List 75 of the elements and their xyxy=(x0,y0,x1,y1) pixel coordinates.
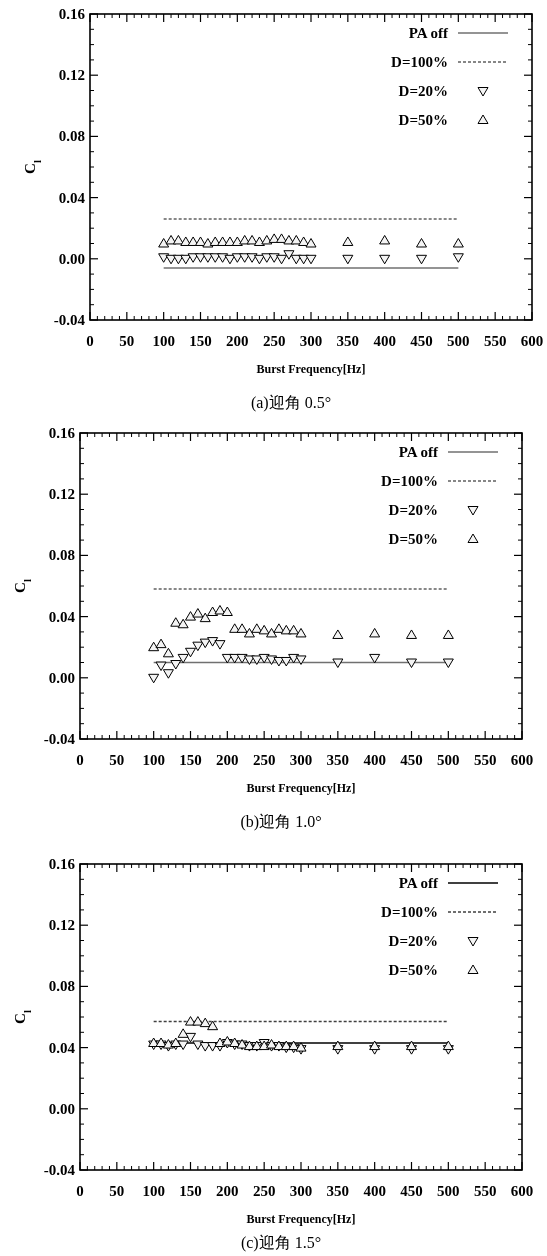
legend-label: D=100% xyxy=(391,54,448,70)
y-tick-label: 0.08 xyxy=(48,547,75,564)
y-tick-label: 0.12 xyxy=(58,67,85,84)
x-tick-label: 100 xyxy=(142,1183,165,1199)
y-tick-label: 0.08 xyxy=(48,978,75,995)
legend-label: D=50% xyxy=(388,962,438,978)
legend-label: D=20% xyxy=(388,933,438,949)
x-tick-label: 550 xyxy=(483,333,507,349)
text: (a)迎角 0.5° xyxy=(250,394,332,412)
x-tick-label: 550 xyxy=(473,752,497,768)
x-tick-label: 350 xyxy=(326,1183,350,1199)
x-tick-label: 100 xyxy=(152,333,175,349)
x-tick-label: 350 xyxy=(336,333,360,349)
legend-label: PA off xyxy=(398,444,439,460)
x-tick-label: 600 xyxy=(520,333,544,349)
y-tick-label: -0.04 xyxy=(43,1162,76,1178)
legend-label: PA off xyxy=(398,875,439,891)
x-tick-label: 50 xyxy=(119,333,135,349)
x-tick-label: 600 xyxy=(510,1183,534,1199)
x-tick-label: 150 xyxy=(189,333,212,349)
x-tick-label: 0 xyxy=(76,1183,84,1199)
x-tick-label: 50 xyxy=(109,752,125,768)
legend-label: D=100% xyxy=(381,904,438,920)
x-tick-label: 350 xyxy=(326,752,350,768)
legend-label: D=20% xyxy=(398,83,448,99)
y-tick-label: 0.12 xyxy=(48,486,75,503)
x-tick-label: 250 xyxy=(262,333,286,349)
legend-label: D=100% xyxy=(381,473,438,489)
x-tick-label: 250 xyxy=(252,752,276,768)
y-tick-label: 0.04 xyxy=(48,608,76,625)
x-tick-label: 100 xyxy=(142,752,165,768)
legend-label: D=50% xyxy=(388,531,438,547)
x-tick-label: 200 xyxy=(226,333,249,349)
text: (b)迎角 1.0° xyxy=(240,813,322,831)
y-tick-label: 0.04 xyxy=(58,189,86,206)
legend-label: D=50% xyxy=(398,112,448,128)
y-tick-label: 0.00 xyxy=(48,1100,75,1117)
x-tick-label: 300 xyxy=(289,1183,313,1199)
x-tick-label: 200 xyxy=(216,752,239,768)
y-tick-label: 0.08 xyxy=(58,128,85,145)
legend-label: D=20% xyxy=(388,502,438,518)
x-tick-label: 150 xyxy=(179,752,202,768)
x-tick-label: 400 xyxy=(363,752,386,768)
y-tick-label: 0.00 xyxy=(48,669,75,686)
x-tick-label: 0 xyxy=(76,752,84,768)
x-tick-label: 550 xyxy=(473,1183,497,1199)
x-tick-label: 300 xyxy=(299,333,323,349)
x-tick-label: 50 xyxy=(109,1183,125,1199)
x-tick-label: 450 xyxy=(400,1183,423,1199)
y-tick-label: 0.16 xyxy=(48,425,76,441)
x-tick-label: 500 xyxy=(447,333,470,349)
x-tick-label: 450 xyxy=(410,333,433,349)
y-tick-label: 0.00 xyxy=(58,250,85,267)
x-tick-label: 200 xyxy=(216,1183,239,1199)
x-tick-label: 500 xyxy=(437,752,460,768)
x-tick-label: 150 xyxy=(179,1183,202,1199)
x-tick-label: 450 xyxy=(400,752,423,768)
y-tick-label: -0.04 xyxy=(53,312,86,328)
x-tick-label: 0 xyxy=(86,333,94,349)
text: (c)迎角 1.5° xyxy=(240,1234,322,1252)
x-axis-title: Burst Frequency[Hz] xyxy=(246,781,356,795)
x-tick-label: 250 xyxy=(252,1183,276,1199)
x-tick-label: 500 xyxy=(437,1183,460,1199)
y-tick-label: -0.04 xyxy=(43,731,76,747)
y-tick-label: 0.04 xyxy=(48,1039,76,1056)
legend-label: PA off xyxy=(408,25,449,41)
y-tick-label: 0.12 xyxy=(48,917,75,934)
y-tick-label: 0.16 xyxy=(58,6,86,22)
x-tick-label: 400 xyxy=(363,1183,386,1199)
x-axis-title: Burst Frequency[Hz] xyxy=(256,362,366,376)
x-tick-label: 300 xyxy=(289,752,313,768)
x-tick-label: 600 xyxy=(510,752,534,768)
x-tick-label: 400 xyxy=(373,333,396,349)
x-axis-title: Burst Frequency[Hz] xyxy=(246,1212,356,1226)
y-tick-label: 0.16 xyxy=(48,856,76,872)
